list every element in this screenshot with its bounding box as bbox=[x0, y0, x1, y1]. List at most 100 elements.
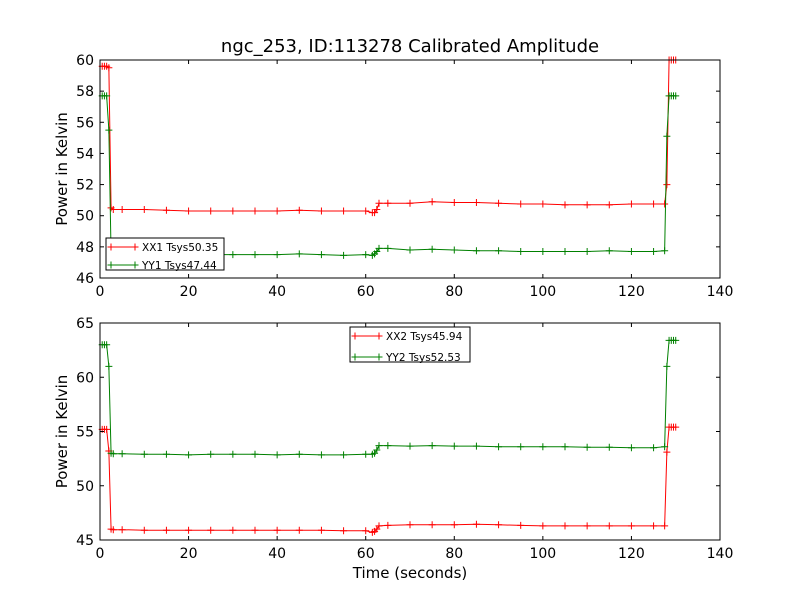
data-point bbox=[317, 451, 325, 459]
legend-marker bbox=[131, 261, 139, 269]
legend: XX2 Tsys45.94 YY2 Tsys52.53 bbox=[349, 326, 471, 364]
series-line-2 bbox=[102, 95, 676, 256]
data-point bbox=[251, 207, 259, 215]
x-tick-label: 40 bbox=[268, 546, 286, 562]
y-tick-label: 56 bbox=[76, 115, 94, 131]
data-point bbox=[362, 450, 370, 458]
y-tick-label: 60 bbox=[76, 370, 94, 386]
y-tick-label: 50 bbox=[76, 479, 94, 495]
data-point bbox=[605, 522, 613, 530]
data-point bbox=[661, 247, 669, 255]
legend-entry-label: YY1 Tsys47.44 bbox=[141, 260, 217, 272]
x-tick-label: 0 bbox=[96, 546, 105, 562]
data-point bbox=[450, 198, 458, 206]
data-point bbox=[650, 444, 658, 452]
y-tick-label: 60 bbox=[76, 53, 94, 69]
y-tick-label: 48 bbox=[76, 240, 94, 256]
data-point bbox=[428, 198, 436, 206]
data-point bbox=[295, 526, 303, 534]
y-tick-label: 50 bbox=[76, 209, 94, 225]
legend-box bbox=[349, 326, 471, 363]
data-point bbox=[229, 450, 237, 458]
data-point bbox=[450, 246, 458, 254]
data-point bbox=[273, 451, 281, 459]
data-point bbox=[207, 526, 215, 534]
data-point bbox=[495, 521, 503, 529]
data-point bbox=[627, 248, 635, 256]
data-point bbox=[650, 522, 658, 530]
data-point bbox=[517, 521, 525, 529]
data-point bbox=[517, 248, 525, 256]
data-point bbox=[362, 527, 370, 535]
data-point bbox=[539, 522, 547, 530]
data-point bbox=[118, 450, 126, 458]
data-point bbox=[605, 201, 613, 209]
data-point bbox=[495, 247, 503, 255]
data-point bbox=[539, 443, 547, 451]
series-line-1 bbox=[102, 426, 676, 533]
legend-marker bbox=[131, 243, 139, 251]
data-point bbox=[561, 522, 569, 530]
data-point bbox=[495, 443, 503, 451]
x-tick-label: 60 bbox=[357, 284, 375, 300]
data-point bbox=[373, 205, 381, 213]
data-point bbox=[663, 362, 671, 370]
data-point bbox=[207, 207, 215, 215]
data-point bbox=[229, 207, 237, 215]
data-point bbox=[583, 522, 591, 530]
data-point bbox=[583, 201, 591, 209]
y-tick-label: 54 bbox=[76, 146, 94, 162]
data-point bbox=[340, 527, 348, 535]
data-point bbox=[517, 200, 525, 208]
data-point bbox=[251, 526, 259, 534]
data-point bbox=[406, 521, 414, 529]
data-point bbox=[627, 522, 635, 530]
data-point bbox=[109, 450, 117, 458]
x-tick-label: 80 bbox=[445, 284, 463, 300]
data-point bbox=[251, 450, 259, 458]
data-point bbox=[384, 521, 392, 529]
data-point bbox=[103, 341, 111, 349]
data-point bbox=[340, 251, 348, 259]
data-point bbox=[229, 526, 237, 534]
data-point bbox=[340, 451, 348, 459]
data-point bbox=[118, 205, 126, 213]
data-point bbox=[672, 92, 680, 100]
data-point bbox=[605, 247, 613, 255]
data-point bbox=[362, 207, 370, 215]
data-point bbox=[406, 442, 414, 450]
data-point bbox=[375, 522, 383, 530]
data-point bbox=[406, 199, 414, 207]
legend-marker bbox=[351, 353, 359, 361]
data-point bbox=[105, 362, 113, 370]
data-point bbox=[384, 442, 392, 450]
data-point bbox=[375, 244, 383, 252]
data-point bbox=[661, 522, 669, 530]
data-point bbox=[627, 200, 635, 208]
data-point bbox=[140, 450, 148, 458]
data-point bbox=[605, 443, 613, 451]
data-point bbox=[495, 199, 503, 207]
data-point bbox=[273, 526, 281, 534]
x-tick-label: 120 bbox=[618, 546, 645, 562]
data-point bbox=[428, 442, 436, 450]
data-point bbox=[663, 181, 671, 189]
x-tick-label: 120 bbox=[618, 284, 645, 300]
y-tick-label: 52 bbox=[76, 178, 94, 194]
data-point bbox=[650, 200, 658, 208]
data-point bbox=[295, 206, 303, 214]
data-point bbox=[317, 526, 325, 534]
data-point bbox=[517, 443, 525, 451]
data-point bbox=[162, 450, 170, 458]
data-point bbox=[561, 443, 569, 451]
data-point bbox=[295, 250, 303, 258]
data-point bbox=[185, 526, 193, 534]
figure-title: ngc_253, ID:113278 Calibrated Amplitude bbox=[221, 36, 599, 57]
data-point bbox=[109, 526, 117, 534]
y-tick-label: 45 bbox=[76, 533, 94, 549]
data-point bbox=[406, 246, 414, 254]
data-point bbox=[627, 444, 635, 452]
data-point bbox=[375, 442, 383, 450]
data-point bbox=[340, 207, 348, 215]
